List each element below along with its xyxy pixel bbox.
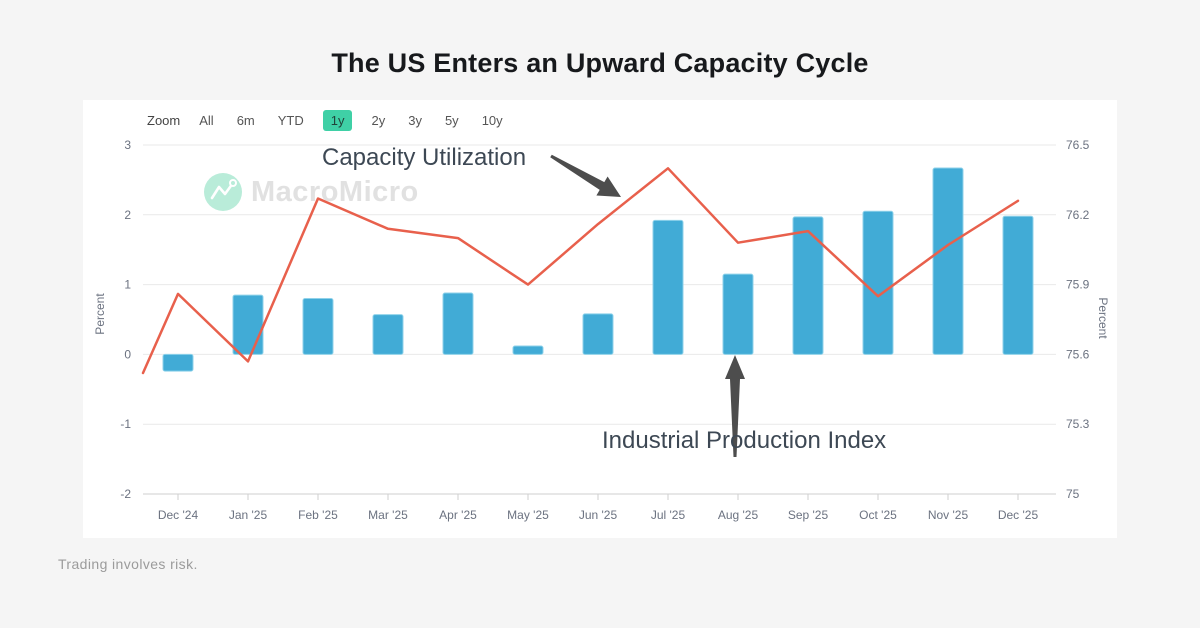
- watermark: MacroMicro: [203, 172, 419, 212]
- y-right-tick-label: 75: [1066, 487, 1080, 501]
- industrial-production-annotation: Industrial Production Index: [602, 427, 887, 454]
- bar-Nov '25[interactable]: [932, 167, 964, 355]
- bar-Jun '25[interactable]: [582, 313, 614, 355]
- bar-Jan '25[interactable]: [232, 294, 264, 355]
- capacity-utilization-line[interactable]: [141, 167, 1020, 375]
- y-left-tick-label: -2: [120, 487, 131, 501]
- range-button-2y[interactable]: 2y: [371, 113, 386, 128]
- y-left-tick-label: 2: [124, 208, 131, 222]
- x-tick-label: Mar '25: [368, 508, 408, 522]
- bar-series-industrial-production[interactable]: [162, 167, 1034, 372]
- bar-May '25[interactable]: [512, 345, 544, 355]
- axis-labels: 3 76.5 2 76.2 1 75.9 0 75.6 -1 75.3 -2 75 Percent Per…: [93, 138, 1110, 522]
- bar-Sep '25[interactable]: [792, 216, 824, 355]
- range-selector: Zoom All 6m YTD 1y 2y 3y 5y 10y: [147, 110, 507, 131]
- range-button-ytd[interactable]: YTD: [277, 113, 304, 128]
- y-left-axis-title: Percent: [93, 293, 107, 335]
- industrial-production-arrow-icon: [725, 355, 745, 457]
- macromicro-logo-icon: [204, 173, 242, 211]
- range-button-6m[interactable]: 6m: [236, 113, 255, 128]
- x-tick-label: Jan '25: [229, 508, 268, 522]
- y-right-tick-label: 75.9: [1066, 278, 1090, 292]
- page-title: The US Enters an Upward Capacity Cycle: [331, 48, 869, 78]
- y-left-tick-label: 0: [124, 347, 131, 361]
- y-right-tick-label: 76.5: [1066, 138, 1090, 152]
- range-button-10y[interactable]: 10y: [481, 113, 503, 128]
- bar-Dec '25[interactable]: [1002, 215, 1034, 355]
- y-left-tick-label: 3: [124, 138, 131, 152]
- bar-Feb '25[interactable]: [302, 298, 334, 355]
- y-right-tick-label: 75.3: [1066, 417, 1090, 431]
- x-tick-label: May '25: [507, 508, 549, 522]
- range-button-all[interactable]: All: [199, 113, 214, 128]
- x-tick-label: Apr '25: [439, 508, 477, 522]
- capacity-utilization-annotation: Capacity Utilization: [322, 144, 527, 171]
- y-right-axis-title: Percent: [1096, 297, 1110, 339]
- x-tick-label: Jun '25: [579, 508, 618, 522]
- bar-Jul '25[interactable]: [652, 219, 684, 355]
- x-tick-label: Dec '25: [998, 508, 1039, 522]
- y-right-tick-label: 75.6: [1066, 347, 1090, 361]
- bar-Mar '25[interactable]: [372, 314, 404, 355]
- range-button-5y[interactable]: 5y: [444, 113, 459, 128]
- x-tick-label: Jul '25: [651, 508, 686, 522]
- zoom-label: Zoom: [147, 113, 181, 128]
- y-left-tick-label: 1: [124, 278, 131, 292]
- x-tick-label: Dec '24: [158, 508, 199, 522]
- line-series-capacity-utilization[interactable]: [141, 167, 1020, 375]
- x-tick-label: Feb '25: [298, 508, 338, 522]
- disclaimer-text: Trading involves risk.: [58, 556, 198, 572]
- x-tick-label: Oct '25: [859, 508, 897, 522]
- bar-Oct '25[interactable]: [862, 210, 894, 355]
- x-tick-label: Sep '25: [788, 508, 829, 522]
- capacity-utilization-arrow-icon: [550, 154, 621, 197]
- range-button-3y[interactable]: 3y: [408, 113, 422, 128]
- x-tick-label: Aug '25: [718, 508, 759, 522]
- y-left-tick-label: -1: [120, 417, 131, 431]
- range-button-1y[interactable]: 1y: [322, 110, 353, 131]
- watermark-text: MacroMicro: [251, 175, 419, 208]
- bar-Aug '25[interactable]: [722, 273, 754, 355]
- x-tick-label: Nov '25: [928, 508, 969, 522]
- y-right-tick-label: 76.2: [1066, 208, 1090, 222]
- bar-Apr '25[interactable]: [442, 292, 474, 355]
- bar-Dec '24[interactable]: [162, 353, 194, 372]
